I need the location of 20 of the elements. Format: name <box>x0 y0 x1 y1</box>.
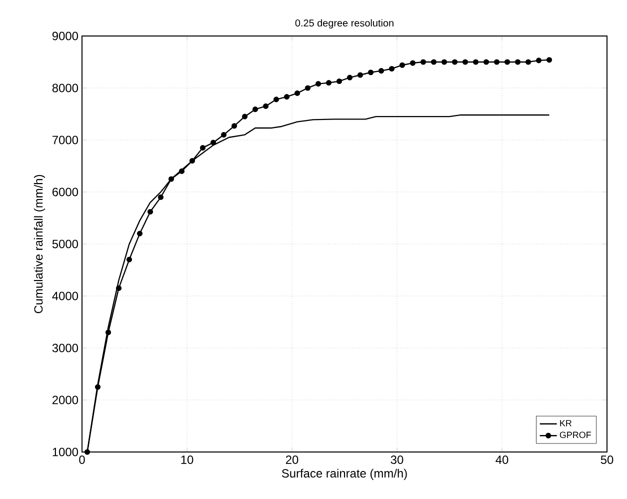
x-tick-label: 0 <box>79 456 85 464</box>
y-axis-title: Cumulative rainfall (mm/h) <box>34 175 46 314</box>
y-tick-label: 4000 <box>52 292 78 300</box>
x-tick-label: 20 <box>286 456 298 464</box>
y-tick-label: 8000 <box>52 84 78 92</box>
x-tick-label: 10 <box>181 456 194 464</box>
y-tick-label: 9000 <box>52 32 78 40</box>
legend-label: GPROF <box>560 432 591 438</box>
y-tick-label: 3000 <box>52 344 78 352</box>
y-tick-label: 1000 <box>52 448 78 456</box>
x-tick-label: 40 <box>496 456 508 464</box>
y-tick-label: 7000 <box>52 136 78 144</box>
x-axis-title: Surface rainrate (mm/h) <box>282 468 407 480</box>
x-tick-label: 30 <box>390 456 404 464</box>
y-tick-label: 6000 <box>52 188 78 196</box>
y-tick-label: 5000 <box>52 240 78 248</box>
legend-label: KR <box>560 420 572 426</box>
chart-title: 0.25 degree resolution <box>295 19 394 28</box>
y-tick-label: 2000 <box>52 396 78 404</box>
x-tick-label: 50 <box>600 456 614 464</box>
